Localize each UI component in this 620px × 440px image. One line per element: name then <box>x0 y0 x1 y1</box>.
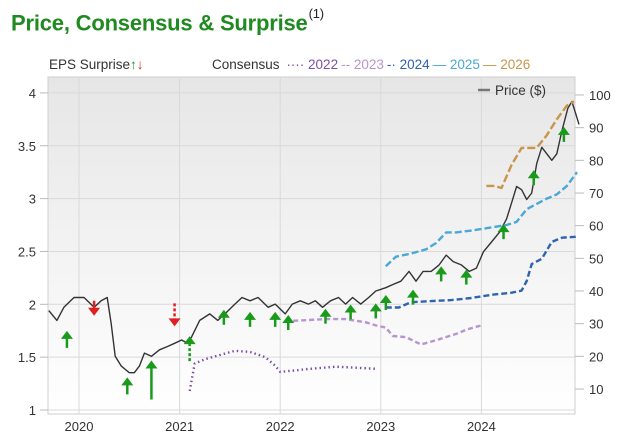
right-tick-label: 100 <box>589 88 611 103</box>
series-consensus-2022 <box>188 349 376 392</box>
grid-lines <box>48 77 575 414</box>
right-tick-label: 10 <box>589 382 603 397</box>
x-tick-label: 2021 <box>165 419 194 434</box>
right-tick-label: 80 <box>589 153 603 168</box>
surprise-up-icon <box>217 309 230 325</box>
surprise-up-icon <box>497 224 510 240</box>
left-tick-label: 1 <box>29 403 36 418</box>
x-tick-label: 2022 <box>266 419 295 434</box>
right-tick-label: 30 <box>589 317 603 332</box>
left-tick-label: 2 <box>29 297 36 312</box>
surprise-up-icon <box>527 170 540 186</box>
surprise-up-icon <box>557 126 570 142</box>
surprise-down-icon <box>168 303 181 327</box>
consensus-legend-2022: ···· 2022 <box>286 57 339 72</box>
surprise-up-icon <box>369 303 382 319</box>
chart-title-text: Price, Consensus & Surprise <box>11 10 308 36</box>
right-tick-label: 40 <box>589 284 603 299</box>
series-consensus-2023 <box>285 317 482 346</box>
price-legend: Price ($) <box>478 83 546 98</box>
right-tick-label: 50 <box>589 251 603 266</box>
eps-surprise-label: EPS Surprise <box>49 57 131 72</box>
series-lines <box>48 100 580 392</box>
surprise-down-icon <box>88 300 101 316</box>
series-consensus-2024 <box>385 235 578 309</box>
arrow-down-icon: ↓ <box>136 57 144 72</box>
left-tick-label: 3.5 <box>18 139 36 154</box>
left-tick-label: 2.5 <box>18 244 36 259</box>
right-tick-label: 90 <box>589 121 603 136</box>
x-tick-label: 2020 <box>65 419 94 434</box>
right-axis: 10 20 30 40 50 60 70 80 90 100 <box>575 88 611 397</box>
left-tick-label: 3 <box>29 192 36 207</box>
surprise-up-icon <box>269 311 282 327</box>
surprise-up-icon <box>406 289 419 305</box>
consensus-legend-2023: -- 2023 <box>341 57 384 72</box>
left-axis: 1 1.5 2 2.5 3 3.5 4 <box>18 86 48 418</box>
consensus-legend-items: ···· 2022 -- 2023 -· 2024— 2025— 2026 <box>283 57 530 72</box>
surprise-up-icon <box>145 360 158 400</box>
surprise-up-icon <box>379 294 392 310</box>
arrow-up-icon: ↑ <box>130 57 137 72</box>
left-tick-label: 4 <box>29 86 36 101</box>
x-axis: 2020 2021 2022 2023 2024 <box>65 419 496 434</box>
plot-area <box>47 76 576 415</box>
surprise-up-icon <box>183 336 196 362</box>
chart-title: Price, Consensus & Surprise(1) <box>11 6 324 36</box>
x-tick-label: 2024 <box>467 419 496 434</box>
title-footnote: (1) <box>308 6 325 21</box>
surprise-up-icon <box>319 308 332 324</box>
consensus-legend-2024: -· 2024 <box>386 57 430 72</box>
right-tick-label: 60 <box>589 219 603 234</box>
x-tick-label: 2023 <box>366 419 395 434</box>
left-tick-label: 1.5 <box>18 350 36 365</box>
price-legend-label: Price ($) <box>495 83 546 98</box>
surprise-up-icon <box>121 377 134 395</box>
right-tick-label: 70 <box>589 186 603 201</box>
series-consensus-2025 <box>384 171 578 268</box>
consensus-legend-2026: — 2026 <box>482 57 531 72</box>
eps-surprise-legend: EPS Surprise↑↓ <box>49 57 144 72</box>
surprise-up-icon <box>244 311 257 327</box>
series-price- <box>48 100 580 374</box>
eps-surprise-markers <box>60 126 570 400</box>
consensus-legend: Consensus ···· 2022 -- 2023 -· 2024— 2025—… <box>212 57 530 72</box>
surprise-up-icon <box>435 266 448 282</box>
consensus-label: Consensus <box>212 57 280 72</box>
right-tick-label: 20 <box>589 349 603 364</box>
consensus-legend-2025: — 2025 <box>432 57 480 72</box>
surprise-up-icon <box>460 269 473 285</box>
surprise-up-icon <box>344 304 357 320</box>
surprise-up-icon <box>282 315 295 331</box>
series-consensus-2026 <box>486 100 575 190</box>
surprise-up-icon <box>60 330 73 348</box>
